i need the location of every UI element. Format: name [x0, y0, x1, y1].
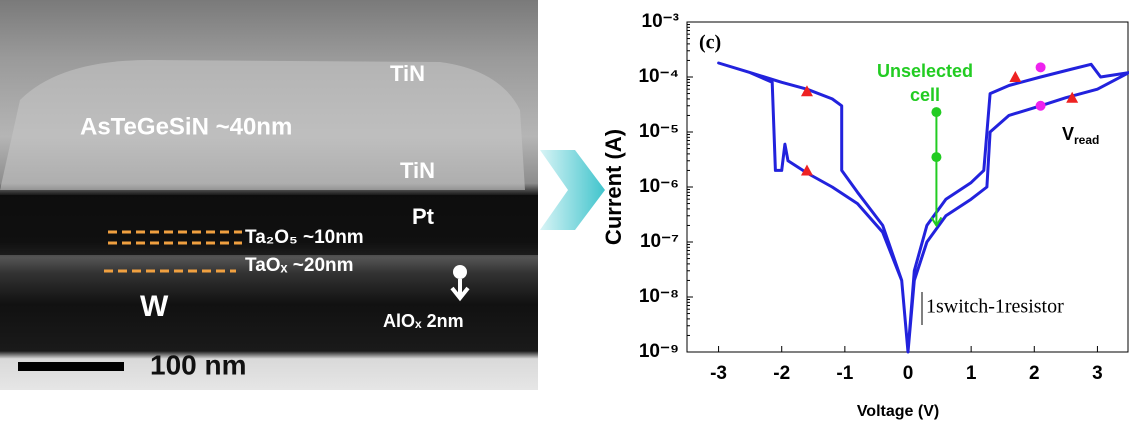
- scale-label: 100 nm: [150, 349, 247, 380]
- chart: 10⁻⁹ 10⁻⁸ 10⁻⁷ 10⁻⁶ 10⁻⁵ 10⁻⁴ 10⁻³ -3 -2 -1 0 1 2 3 Vo…: [601, 11, 1129, 420]
- read-points: [1035, 100, 1046, 111]
- unselected-points: [931, 107, 942, 118]
- read-points: [1035, 62, 1046, 73]
- y-axis-label: Current (A): [601, 129, 626, 245]
- x-tick-label: 0: [903, 363, 914, 384]
- pt-layer: [0, 195, 538, 255]
- x-tick-label: -3: [710, 363, 727, 384]
- x-tick-label: -2: [773, 363, 790, 384]
- image-label: TiN: [390, 61, 425, 86]
- x-tick-label: -1: [836, 363, 853, 384]
- tin-layer: [0, 60, 525, 190]
- image-label: TaOₓ ~20nm: [245, 255, 354, 276]
- x-tick-label: 2: [1029, 363, 1040, 384]
- connector-arrow: [540, 150, 605, 230]
- alox-arrow: [450, 279, 470, 302]
- y-tick-label: 10⁻⁵: [639, 121, 679, 142]
- y-tick-label: 10⁻⁶: [639, 176, 679, 197]
- image-label: Ta₂O₅ ~10nm: [245, 227, 364, 248]
- image-label: AlOₓ 2nm: [383, 311, 464, 331]
- annotation: 1switch-1resistor: [926, 296, 1064, 318]
- unselected-arrowhead: [930, 216, 943, 228]
- direction-marker: [1009, 71, 1022, 82]
- tem-image: [0, 0, 538, 390]
- vread-main: V: [1062, 124, 1074, 144]
- y-tick-label: 10⁻⁸: [639, 286, 679, 307]
- image-labels: TiN AsTeGeSiN ~40nm TiN Pt Ta₂O₅ ~10nm TaOₓ ~…: [80, 61, 464, 381]
- scale-bar: [18, 362, 124, 371]
- panel-label: (c): [699, 32, 721, 54]
- vread-sub: read: [1074, 133, 1099, 147]
- annotation: cell: [910, 85, 940, 105]
- y-tick-label: 10⁻⁷: [640, 231, 679, 252]
- annotation: Unselected: [877, 61, 973, 81]
- direction-marker: [800, 164, 813, 176]
- alox-marker: [453, 265, 467, 279]
- x-tick-label: 1: [966, 363, 977, 384]
- y-tick-label: 10⁻³: [642, 11, 680, 32]
- y-tick-label: 10⁻⁴: [638, 66, 679, 87]
- x-tick-label: 3: [1092, 363, 1103, 384]
- vread-label: Vread: [1062, 124, 1099, 147]
- unselected-points: [931, 152, 942, 163]
- image-label: W: [140, 290, 169, 323]
- y-tick-label: 10⁻⁹: [639, 341, 679, 362]
- data-line: [717, 61, 1129, 354]
- x-axis-label: Voltage (V): [857, 403, 939, 420]
- image-label: Pt: [412, 204, 435, 229]
- image-label: AsTeGeSiN ~40nm: [80, 113, 292, 140]
- image-label: TiN: [400, 158, 435, 183]
- direction-marker: [1066, 91, 1079, 103]
- direction-marker: [800, 85, 813, 97]
